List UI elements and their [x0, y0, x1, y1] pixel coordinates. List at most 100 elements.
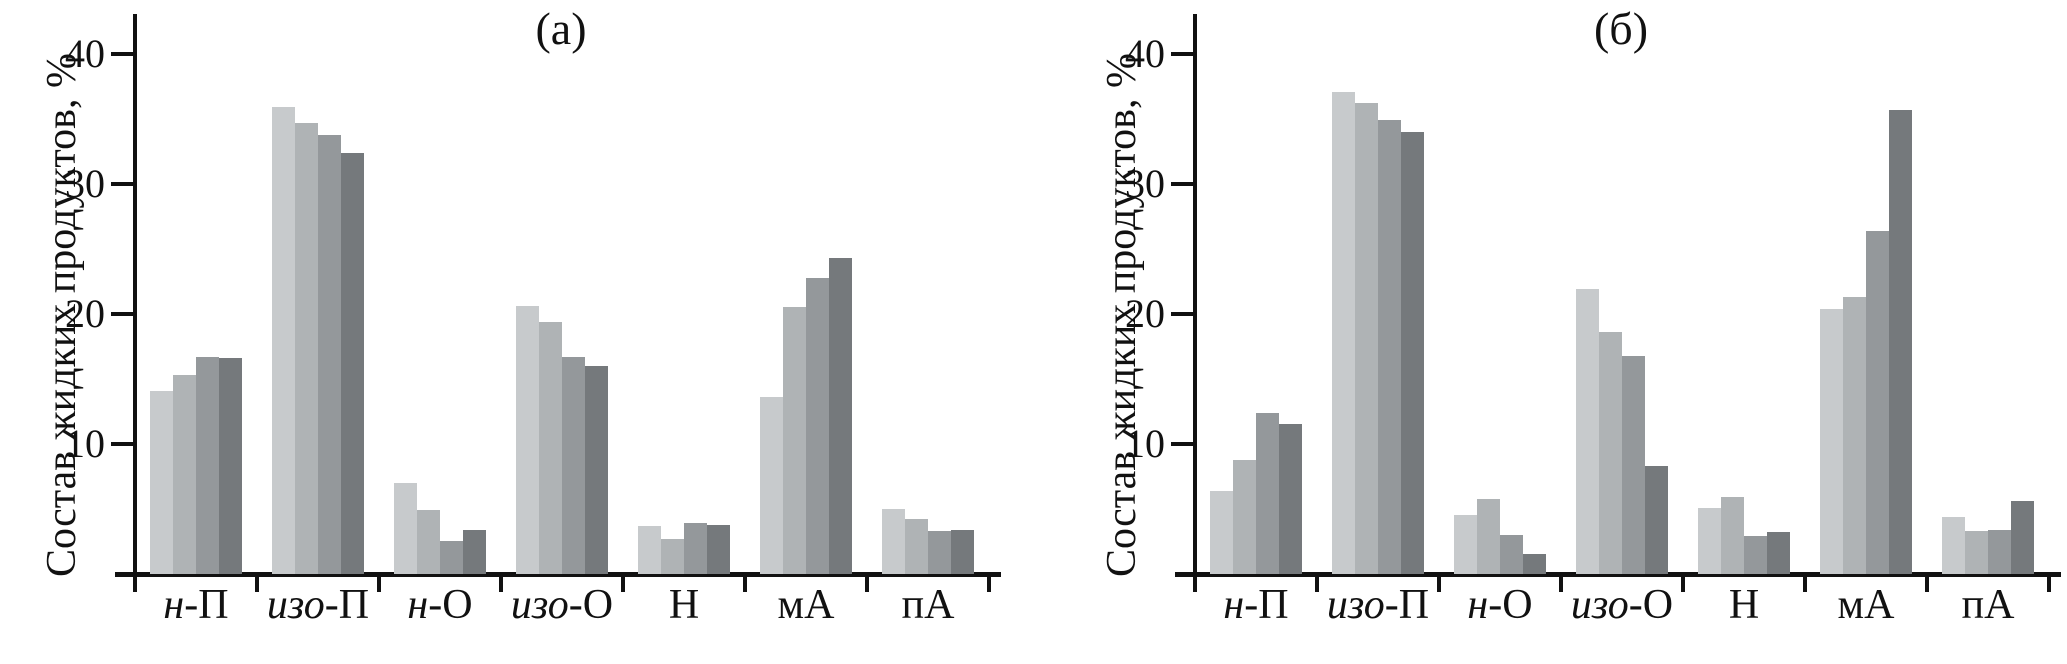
x-boundary-tick	[377, 574, 381, 592]
y-tick-label: 40	[65, 31, 105, 76]
x-category-label-italic-prefix: н	[1223, 582, 1245, 628]
bar	[1233, 460, 1256, 574]
bar	[1942, 517, 1965, 574]
x-boundary-tick	[1803, 574, 1807, 592]
bar	[196, 357, 219, 574]
bar	[1279, 424, 1302, 574]
bar	[318, 135, 341, 574]
bar	[882, 509, 905, 574]
y-tick-mark	[1171, 312, 1195, 316]
bar	[1965, 531, 1988, 574]
y-tick-label: 10	[1125, 421, 1165, 466]
bar	[1645, 466, 1668, 574]
bar	[1889, 110, 1912, 574]
x-category-label: н-П	[1223, 582, 1289, 628]
x-category-label-italic-prefix: изо	[1326, 582, 1385, 628]
y-tick-label: 30	[65, 161, 105, 206]
x-axis-line	[115, 572, 1001, 577]
bar	[1332, 92, 1355, 574]
bar	[1355, 103, 1378, 574]
y-tick-mark	[111, 442, 135, 446]
panel-title-b: (б)	[1593, 3, 1649, 54]
bar	[928, 531, 951, 574]
x-category-label: н-П	[163, 582, 229, 628]
bar	[219, 358, 242, 574]
x-category-label: мА	[777, 582, 835, 628]
y-tick-mark	[111, 312, 135, 316]
x-boundary-tick	[865, 574, 869, 592]
y-tick-mark	[1171, 442, 1195, 446]
bar	[1378, 120, 1401, 574]
x-boundary-tick	[133, 574, 137, 592]
bar	[1843, 297, 1866, 574]
y-tick-label: 30	[1125, 161, 1165, 206]
bar	[1744, 536, 1767, 574]
x-category-label-italic-prefix: изо	[1570, 582, 1629, 628]
x-category-label-italic-prefix: изо	[510, 582, 569, 628]
bar	[173, 375, 196, 574]
y-tick-label: 10	[65, 421, 105, 466]
x-category-label-italic-prefix: н	[163, 582, 185, 628]
bar	[1820, 309, 1843, 574]
bar	[1454, 515, 1477, 574]
bar	[1401, 132, 1424, 574]
x-boundary-tick	[2047, 574, 2051, 592]
y-tick-mark	[1171, 52, 1195, 56]
bar	[2011, 501, 2034, 574]
x-boundary-tick	[621, 574, 625, 592]
x-boundary-tick	[499, 574, 503, 592]
bar	[394, 483, 417, 574]
bar	[1599, 332, 1622, 574]
bar	[1523, 554, 1546, 574]
x-boundary-tick	[743, 574, 747, 592]
y-tick-mark	[111, 182, 135, 186]
y-tick-label: 20	[65, 291, 105, 336]
x-category-label: изо-О	[510, 582, 614, 628]
bar	[1698, 508, 1721, 574]
bar	[829, 258, 852, 574]
y-axis-line	[1193, 14, 1197, 577]
bar	[272, 107, 295, 574]
bar	[417, 510, 440, 574]
bar	[1477, 499, 1500, 574]
bar	[295, 123, 318, 574]
x-axis-line	[1175, 572, 2061, 577]
chart-panel-b: (б) Состав жидких продуктов, % 10 20 30 40 н…	[1060, 0, 2067, 664]
x-category-label: изо-О	[1570, 582, 1674, 628]
bar	[562, 357, 585, 574]
x-boundary-tick	[1681, 574, 1685, 592]
bar	[1576, 289, 1599, 574]
x-category-label: пА	[901, 582, 955, 628]
bar	[341, 153, 364, 574]
x-boundary-tick	[1925, 574, 1929, 592]
bar	[760, 397, 783, 574]
x-category-label: Н	[1728, 582, 1760, 628]
x-category-label: н-О	[407, 582, 473, 628]
y-tick-label: 40	[1125, 31, 1165, 76]
y-tick-mark	[111, 52, 135, 56]
x-category-label: Н	[668, 582, 700, 628]
bar	[1866, 231, 1889, 574]
bar	[1721, 497, 1744, 574]
bar	[539, 322, 562, 574]
y-tick-label: 20	[1125, 291, 1165, 336]
x-category-label: пА	[1961, 582, 2015, 628]
panel-title-a: (а)	[535, 3, 587, 54]
bar	[516, 306, 539, 574]
x-category-label-italic-prefix: н	[407, 582, 429, 628]
bar	[1622, 356, 1645, 574]
bar	[1988, 530, 2011, 574]
bar	[1256, 413, 1279, 574]
y-axis-line	[133, 14, 137, 577]
x-category-label: изо-П	[1326, 582, 1430, 628]
bar	[638, 526, 661, 574]
x-boundary-tick	[1315, 574, 1319, 592]
bar	[783, 307, 806, 574]
x-category-label-italic-prefix: н	[1467, 582, 1489, 628]
bar	[150, 391, 173, 574]
x-category-label: мА	[1837, 582, 1895, 628]
bar	[905, 519, 928, 574]
chart-panel-a: (а) Состав жидких продуктов, % 10 20 30 40 н…	[0, 0, 1030, 664]
bar	[951, 530, 974, 574]
